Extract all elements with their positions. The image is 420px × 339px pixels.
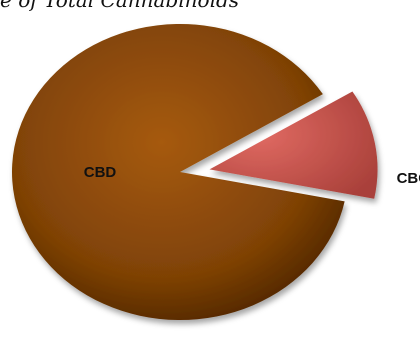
pie-slice-cbd (11, 23, 345, 321)
chart-title: e of Total Cannabinoids (0, 0, 240, 12)
slice-label-cbc: CBC (397, 170, 420, 187)
slice-label-cbd: CBD (84, 164, 117, 181)
pie-slice-cbc (209, 91, 378, 199)
